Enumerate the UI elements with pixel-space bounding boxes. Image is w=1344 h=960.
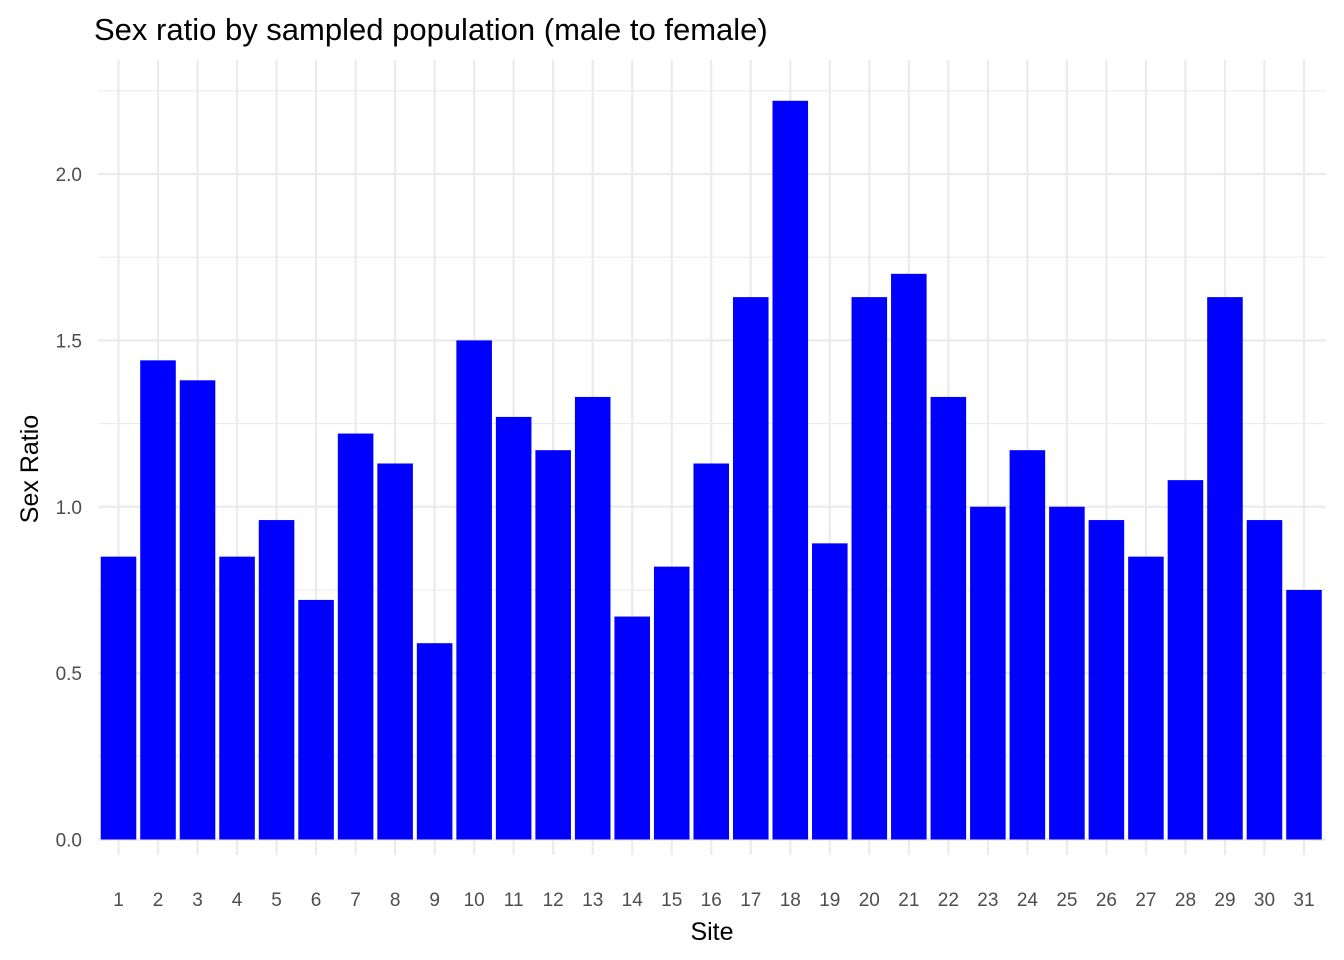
bar bbox=[140, 360, 176, 840]
x-tick-label: 19 bbox=[819, 890, 840, 911]
x-tick-label: 4 bbox=[232, 890, 243, 911]
x-tick-label: 20 bbox=[859, 890, 880, 911]
bar bbox=[1128, 556, 1164, 840]
bar bbox=[772, 100, 809, 840]
bar bbox=[614, 616, 650, 840]
y-tick-label: 1.5 bbox=[56, 331, 82, 352]
x-tick-label: 3 bbox=[192, 890, 203, 911]
bars bbox=[100, 100, 1322, 840]
x-tick-label: 10 bbox=[464, 890, 485, 911]
bar bbox=[456, 340, 492, 840]
y-tick-label: 1.0 bbox=[56, 498, 82, 519]
x-tick-label: 8 bbox=[390, 890, 401, 911]
bar bbox=[970, 506, 1006, 840]
x-tick-label: 26 bbox=[1096, 890, 1117, 911]
bar bbox=[891, 273, 927, 840]
bar bbox=[930, 396, 967, 840]
x-tick-label: 21 bbox=[898, 890, 919, 911]
bar bbox=[377, 463, 413, 840]
y-tick-label: 0.5 bbox=[56, 664, 82, 685]
x-tick-label: 5 bbox=[271, 890, 282, 911]
x-tick-label: 29 bbox=[1214, 890, 1235, 911]
bar bbox=[653, 566, 690, 840]
x-tick-label: 18 bbox=[780, 890, 801, 911]
bar bbox=[1009, 450, 1046, 840]
bar bbox=[1049, 506, 1085, 840]
bar bbox=[258, 520, 295, 840]
x-tick-label: 14 bbox=[622, 890, 644, 911]
x-tick-label: 7 bbox=[350, 890, 361, 911]
x-tick-label: 1 bbox=[113, 890, 124, 911]
bar bbox=[298, 599, 334, 840]
x-tick-label: 27 bbox=[1135, 890, 1156, 911]
bar bbox=[219, 556, 255, 840]
bar bbox=[812, 543, 848, 840]
x-tick-label: 12 bbox=[543, 890, 564, 911]
x-tick-label: 23 bbox=[977, 890, 998, 911]
x-tick-label: 11 bbox=[504, 890, 524, 911]
x-tick-label: 31 bbox=[1293, 890, 1314, 911]
x-tick-label: 13 bbox=[582, 890, 603, 911]
bar bbox=[693, 463, 730, 840]
x-tick-label: 28 bbox=[1175, 890, 1196, 911]
bar bbox=[495, 416, 532, 840]
x-axis: 1 2 3 4 5 6 7 8 9 10 11 12 13 14 15 16 17 18 19 20 21 22 23 24 2… bbox=[113, 890, 1314, 911]
bar bbox=[337, 433, 374, 840]
bar bbox=[416, 643, 453, 840]
y-axis-title: Sex Ratio bbox=[16, 415, 44, 523]
bar bbox=[535, 450, 571, 840]
bar bbox=[1088, 520, 1125, 840]
bar bbox=[1246, 520, 1283, 840]
bar bbox=[179, 380, 216, 840]
x-axis-title: Site bbox=[690, 918, 733, 946]
x-tick-label: 2 bbox=[153, 890, 164, 911]
bar bbox=[1286, 589, 1322, 840]
x-tick-label: 24 bbox=[1017, 890, 1039, 911]
x-tick-label: 25 bbox=[1056, 890, 1077, 911]
bar bbox=[851, 297, 888, 840]
bar bbox=[1207, 297, 1243, 840]
x-tick-label: 30 bbox=[1254, 890, 1275, 911]
x-tick-label: 16 bbox=[701, 890, 722, 911]
bar bbox=[1167, 480, 1204, 840]
x-tick-label: 6 bbox=[311, 890, 322, 911]
bar bbox=[732, 297, 769, 840]
bar bbox=[100, 556, 137, 840]
x-tick-label: 15 bbox=[661, 890, 682, 911]
x-tick-label: 17 bbox=[740, 890, 761, 911]
bar bbox=[574, 396, 611, 840]
y-axis: 0.0 0.5 1.0 1.5 2.0 bbox=[56, 165, 82, 852]
x-tick-label: 22 bbox=[938, 890, 959, 911]
chart-title: Sex ratio by sampled population (male to… bbox=[94, 12, 768, 47]
x-tick-label: 9 bbox=[429, 890, 440, 911]
y-tick-label: 2.0 bbox=[56, 165, 82, 186]
y-tick-label: 0.0 bbox=[56, 831, 82, 852]
